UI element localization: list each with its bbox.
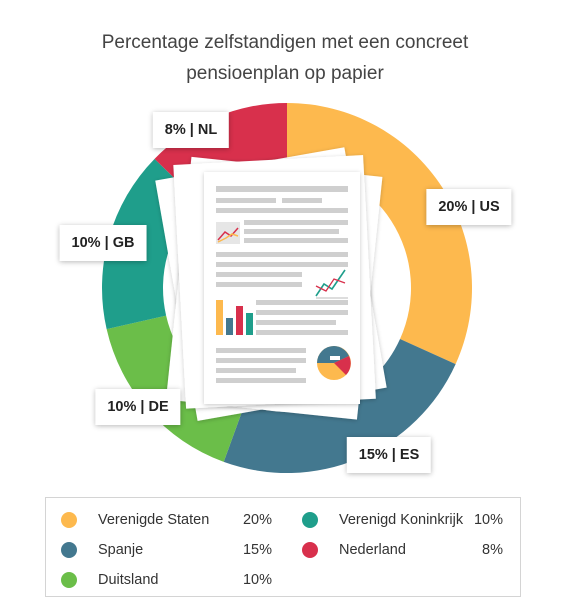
- legend-swatch-de: [61, 572, 77, 588]
- front-document: [204, 172, 360, 404]
- chart-title: Percentage zelfstandigen met een concree…: [0, 27, 570, 89]
- legend-value: 10%: [473, 512, 503, 528]
- legend-name: Duitsland: [98, 572, 159, 588]
- legend-swatch-es: [61, 542, 77, 558]
- slice-label-es: 15% | ES: [346, 437, 432, 473]
- document-stack-illustration: [155, 147, 387, 421]
- legend-item-de: Duitsland 10%: [61, 570, 272, 590]
- legend-swatch-nl: [302, 542, 318, 558]
- legend-name: Verenigde Staten: [98, 512, 210, 528]
- legend-item-us: Verenigde Staten 20%: [61, 510, 272, 530]
- slice-label-nl: 8% | NL: [152, 112, 230, 148]
- legend-name: Spanje: [98, 542, 144, 558]
- legend-value: 10%: [242, 572, 272, 588]
- legend-item-es: Spanje 15%: [61, 540, 272, 560]
- slice-label-gb: 10% | GB: [59, 225, 147, 261]
- legend-swatch-gb: [302, 512, 318, 528]
- slice-label-us: 20% | US: [426, 189, 512, 225]
- legend-name: Nederland: [339, 542, 406, 558]
- legend-value: 15%: [242, 542, 272, 558]
- slice-label-de: 10% | DE: [95, 389, 181, 425]
- legend-name: Verenigd Koninkrijk: [339, 512, 464, 528]
- legend-item-gb: Verenigd Koninkrijk 10%: [302, 510, 503, 530]
- chart-title-line-1: Percentage zelfstandigen met een concree…: [101, 32, 469, 53]
- chart-legend: Verenigde Staten 20% Spanje 15% Duitslan…: [45, 497, 521, 597]
- legend-value: 20%: [242, 512, 272, 528]
- legend-swatch-us: [61, 512, 77, 528]
- legend-item-nl: Nederland 8%: [302, 540, 503, 560]
- chart-title-line-2: pensioenplan op papier: [186, 63, 384, 84]
- legend-value: 8%: [482, 542, 503, 558]
